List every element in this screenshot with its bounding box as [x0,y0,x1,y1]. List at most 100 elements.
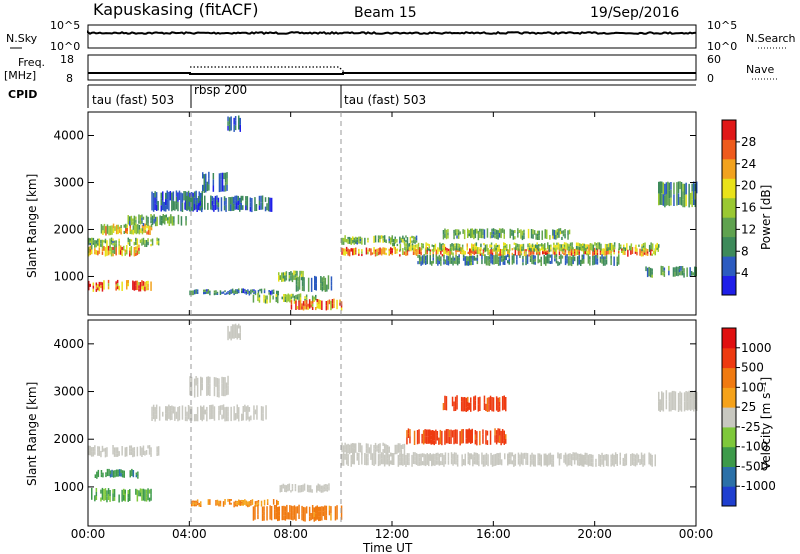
data-cell [348,451,351,455]
data-cell [300,270,303,274]
data-cell [368,450,371,454]
data-cell [473,248,476,256]
data-cell [430,430,432,436]
data-cell [269,197,271,212]
data-cell [449,248,451,256]
data-cell [233,503,235,506]
data-cell [536,233,539,237]
data-cell [607,454,609,467]
data-cell [315,307,317,311]
data-cell [323,486,326,490]
data-cell [442,230,445,235]
data-cell [203,405,205,411]
data-cell [483,243,485,246]
data-cell [497,256,500,260]
data-cell [138,220,140,224]
data-cell [415,453,418,465]
data-cell [618,251,620,254]
data-cell [311,489,313,493]
data-cell [209,405,211,413]
data-cell [365,247,368,255]
data-cell [460,248,462,251]
data-cell [560,247,563,252]
data-cell [510,452,512,459]
data-cell [263,291,266,294]
data-cell [234,504,237,507]
data-cell [463,229,466,240]
data-cell [485,452,488,457]
data-cell [371,453,374,466]
data-cell [473,396,475,404]
data-cell [625,453,628,460]
data-cell [604,248,606,256]
cpid-label: CPID [8,88,37,101]
data-cell [567,457,570,462]
data-cell [393,242,395,247]
data-cell [209,290,211,293]
data-cell [113,496,116,501]
data-cell [197,203,200,211]
data-cell [147,238,149,242]
data-cell [215,502,217,506]
data-cell [434,247,437,251]
data-cell [145,285,148,291]
data-cell [216,204,218,210]
data-cell [394,239,396,242]
data-cell [223,196,226,201]
data-cell [127,490,129,494]
data-cell [498,233,501,238]
data-cell [283,510,285,516]
data-cell [423,254,425,264]
data-cell [605,248,608,255]
data-cell [370,453,372,460]
x-tick-label: 12:00 [375,527,410,541]
data-cell [88,250,90,254]
data-cell [593,252,596,255]
data-cell [571,245,573,250]
data-cell [586,458,588,465]
data-cell [198,504,200,507]
data-cell [642,247,645,250]
data-cell [420,245,423,248]
data-cell [415,248,418,253]
data-cell [523,236,525,240]
data-cell [618,253,620,256]
data-cell [129,238,131,243]
data-cell [117,469,119,474]
data-cell [278,511,280,516]
data-cell [538,235,540,240]
data-cell [380,248,383,256]
data-cell [646,253,649,256]
data-cell [643,252,646,255]
data-cell [203,414,205,420]
data-cell [181,202,184,212]
data-cell [183,191,185,201]
data-cell [333,303,335,308]
data-cell [187,190,190,201]
data-cell [268,292,270,295]
data-cell [473,256,476,261]
data-cell [116,279,119,283]
data-cell [675,266,678,276]
data-cell [589,262,591,266]
data-cell [530,229,533,239]
data-cell [250,503,252,506]
data-cell [584,250,586,255]
data-cell [147,280,149,284]
data-cell [529,255,532,259]
data-cell [654,454,656,467]
colorbar-tick-label: 8 [741,244,749,258]
data-cell [221,376,223,384]
data-cell [295,284,298,292]
data-cell [551,454,553,459]
data-cell [578,253,580,256]
data-cell [470,228,472,239]
data-cell [573,251,576,254]
data-cell [630,243,633,247]
data-cell [420,248,422,252]
data-cell [377,454,380,461]
data-cell [129,250,131,254]
data-cell [438,254,441,258]
data-cell [599,454,602,459]
